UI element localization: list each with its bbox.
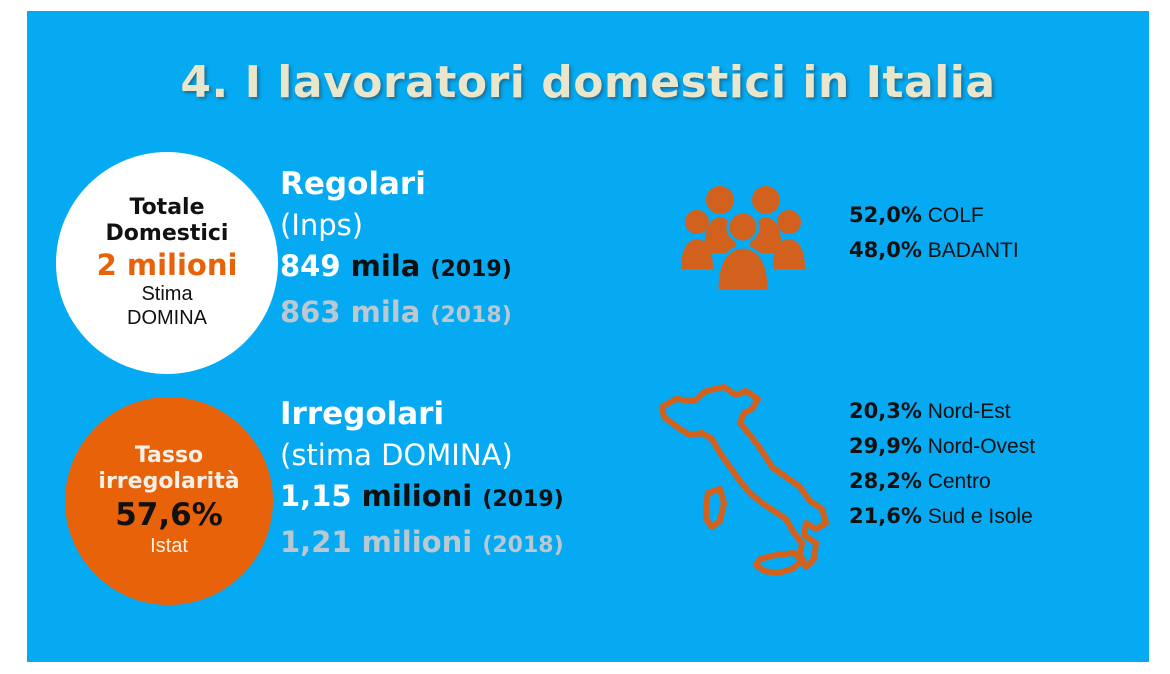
area-split-label: Centro xyxy=(927,470,991,493)
irregolari-current-unit: milioni xyxy=(361,479,473,513)
regolari-current: 849 mila (2019) xyxy=(280,245,512,291)
irregularity-label-line1: Tasso xyxy=(134,442,204,468)
regolari-heading: Regolari xyxy=(280,166,426,202)
irregolari-source: (stima DOMINA) xyxy=(280,438,513,472)
irregolari-heading: Irregolari xyxy=(280,396,445,432)
job-split-label: BADANTI xyxy=(927,239,1019,262)
irregolari-current: 1,15 milioni (2019) xyxy=(280,475,564,521)
area-split-label: Nord-Est xyxy=(927,400,1011,423)
total-domestic-circle: Totale Domestici 2 milioni Stima DOMINA xyxy=(56,152,278,374)
regolari-previous-year: (2018) xyxy=(430,303,512,328)
regolari-current-value: 849 xyxy=(280,249,341,283)
area-split-pct: 28,2% xyxy=(849,469,922,493)
regolari-block: Regolari (Inps) 849 mila (2019) 863 mila… xyxy=(280,163,512,337)
irregularity-source: Istat xyxy=(150,535,188,558)
job-split-pct: 48,0% xyxy=(849,238,922,262)
page-title: 4. I lavoratori domestici in Italia xyxy=(180,57,996,108)
total-note-line1: Stima xyxy=(141,283,193,306)
job-split-list: 52,0% COLF 48,0% BADANTI xyxy=(849,198,1019,268)
job-split-item: 52,0% COLF xyxy=(849,198,1019,233)
area-split-pct: 21,6% xyxy=(849,504,922,528)
area-split-item: 21,6% Sud e Isole xyxy=(849,499,1035,534)
irregularity-value: 57,6% xyxy=(115,496,223,533)
total-value: 2 milioni xyxy=(96,248,238,283)
regolari-current-year: (2019) xyxy=(430,257,512,282)
irregolari-previous: 1,21 milioni (2018) xyxy=(280,521,564,567)
irregularity-label-line2: irregolarità xyxy=(98,468,240,494)
area-split-item: 28,2% Centro xyxy=(849,464,1035,499)
job-split-pct: 52,0% xyxy=(849,203,922,227)
irregolari-previous-year: (2018) xyxy=(482,533,564,558)
job-split-label: COLF xyxy=(927,204,984,227)
irregolari-current-value: 1,15 xyxy=(280,479,352,513)
total-label-line1: Totale xyxy=(129,195,205,221)
irregularity-circle: Tasso irregolarità 57,6% Istat xyxy=(65,397,273,605)
regolari-source: (Inps) xyxy=(280,208,364,242)
area-split-pct: 20,3% xyxy=(849,399,922,423)
area-split-item: 20,3% Nord-Est xyxy=(849,394,1035,429)
total-note-line2: DOMINA xyxy=(127,307,207,330)
infographic-panel: 4. I lavoratori domestici in Italia Tota… xyxy=(27,11,1149,662)
regolari-current-unit: mila xyxy=(350,249,421,283)
irregolari-block: Irregolari (stima DOMINA) 1,15 milioni (… xyxy=(280,393,564,567)
people-group-icon xyxy=(681,186,805,291)
area-split-item: 29,9% Nord-Ovest xyxy=(849,429,1035,464)
regolari-previous: 863 mila (2018) xyxy=(280,291,512,337)
area-split-pct: 29,9% xyxy=(849,434,922,458)
regolari-previous-value: 863 mila xyxy=(280,295,421,329)
irregolari-current-year: (2019) xyxy=(482,487,564,512)
irregolari-previous-value: 1,21 milioni xyxy=(280,525,473,559)
total-label-line2: Domestici xyxy=(105,221,229,247)
italy-map-icon xyxy=(659,384,829,576)
area-split-label: Nord-Ovest xyxy=(927,435,1036,458)
job-split-item: 48,0% BADANTI xyxy=(849,233,1019,268)
area-split-list: 20,3% Nord-Est 29,9% Nord-Ovest 28,2% Ce… xyxy=(849,394,1035,534)
area-split-label: Sud e Isole xyxy=(927,505,1033,528)
